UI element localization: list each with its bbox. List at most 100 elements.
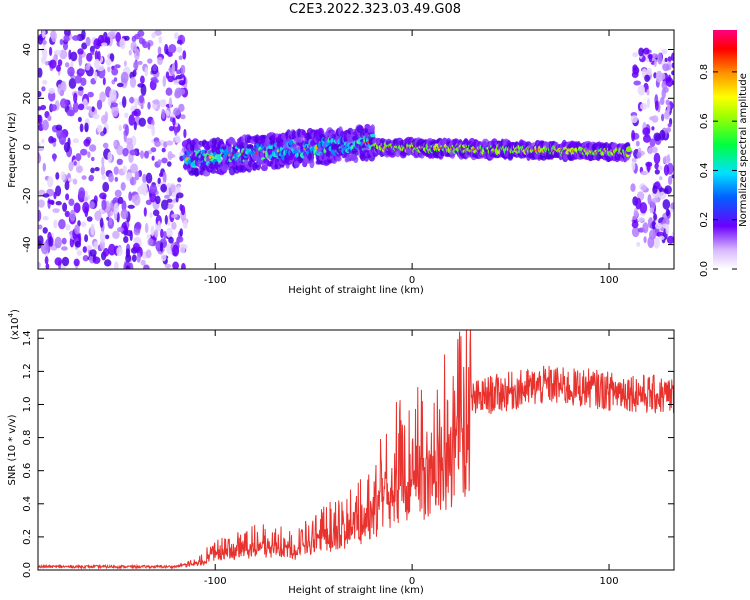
snr-y-axis-label: SNR (10 * v/v) xyxy=(7,414,18,485)
heatmap-cell xyxy=(147,124,154,130)
heatmap-cell xyxy=(94,71,98,82)
heatmap-cell xyxy=(83,138,91,147)
heatmap-cell xyxy=(76,249,82,256)
heatmap-cell xyxy=(55,124,63,131)
heatmap-x-tick-label: 100 xyxy=(599,275,618,286)
heatmap-cell xyxy=(128,114,135,126)
heatmap-cell xyxy=(53,219,58,229)
heatmap-cell xyxy=(125,254,132,263)
heatmap-cell xyxy=(133,121,137,131)
heatmap-cell xyxy=(102,247,110,257)
heatmap-cell xyxy=(654,169,660,175)
heatmap-cell xyxy=(137,83,145,88)
heatmap-cell xyxy=(40,56,47,64)
heatmap-cell xyxy=(664,57,668,63)
heatmap-cell xyxy=(658,165,663,171)
heatmap-cell xyxy=(657,72,662,78)
heatmap-cell xyxy=(42,216,49,221)
heatmap-cell xyxy=(67,66,75,77)
heatmap-cell xyxy=(115,32,121,43)
heatmap-cell xyxy=(57,59,63,67)
heatmap-cell xyxy=(147,58,153,64)
snr-x-tick-label: 100 xyxy=(599,576,618,587)
heatmap-cell xyxy=(117,226,124,233)
heatmap-cell xyxy=(59,38,64,46)
heatmap-cell xyxy=(42,40,47,45)
heatmap-cell xyxy=(164,194,170,199)
heatmap-cell xyxy=(60,98,68,109)
heatmap-cell xyxy=(123,60,127,67)
heatmap-cell xyxy=(671,174,674,179)
heatmap-cell xyxy=(135,221,142,230)
heatmap-cell xyxy=(48,87,55,94)
heatmap-cell xyxy=(633,80,641,86)
heatmap-cell xyxy=(104,111,109,123)
heatmap-cell xyxy=(161,147,166,153)
heatmap-cell xyxy=(178,55,183,60)
heatmap-cell xyxy=(172,244,180,257)
heatmap-cell xyxy=(178,80,186,86)
heatmap-cell xyxy=(141,182,148,191)
snr-y-tick-label: 1.0 xyxy=(22,397,33,413)
heatmap-cell xyxy=(181,262,186,269)
heatmap-cell xyxy=(96,124,103,133)
heatmap-cell xyxy=(82,201,90,214)
heatmap-cell xyxy=(172,117,176,126)
heatmap-cell xyxy=(113,202,119,215)
heatmap-cell xyxy=(631,226,640,238)
heatmap-cell xyxy=(168,97,173,109)
heatmap-cell xyxy=(173,107,181,116)
heatmap-cell xyxy=(101,156,105,166)
heatmap-cell xyxy=(166,140,174,146)
heatmap-cell xyxy=(162,75,167,88)
snr-x-tick-label: -100 xyxy=(204,576,227,587)
heatmap-cell xyxy=(84,122,89,133)
heatmap-cell xyxy=(116,158,124,165)
heatmap-cell xyxy=(113,166,119,175)
heatmap-cell xyxy=(69,209,76,222)
heatmap-cell xyxy=(78,54,83,67)
heatmap-cell xyxy=(647,194,652,205)
heatmap-cell xyxy=(73,258,80,267)
heatmap-cell xyxy=(54,236,62,249)
snr-y-tick-label: 0.4 xyxy=(22,496,33,512)
heatmap-cell xyxy=(642,222,649,234)
colorbar-tick-label: 0.0 xyxy=(699,261,710,277)
heatmap-cell xyxy=(176,69,181,75)
heatmap-cell xyxy=(170,184,176,193)
heatmap-cell xyxy=(164,214,168,225)
heatmap-cell xyxy=(631,161,636,171)
heatmap-cell xyxy=(38,235,44,246)
heatmap-cell xyxy=(175,75,183,80)
heatmap-cell xyxy=(44,256,49,265)
heatmap-cell xyxy=(94,167,100,172)
heatmap-cell xyxy=(100,164,105,177)
heatmap-cell xyxy=(638,47,644,57)
heatmap-cell xyxy=(96,99,103,110)
heatmap-cell xyxy=(659,129,666,141)
heatmap-cell xyxy=(665,99,670,106)
heatmap-cell xyxy=(111,67,119,76)
heatmap-cell xyxy=(151,155,155,161)
heatmap-cell xyxy=(106,216,110,221)
heatmap-cell xyxy=(92,113,100,120)
heatmap-cell xyxy=(164,263,172,269)
heatmap-cell xyxy=(147,42,151,50)
heatmap-cell xyxy=(369,133,376,138)
heatmap-cell xyxy=(133,194,141,206)
heatmap-cell xyxy=(109,53,115,62)
heatmap-cell xyxy=(40,242,49,255)
heatmap-cell xyxy=(129,149,138,156)
heatmap-cell xyxy=(661,88,666,100)
heatmap-cell xyxy=(49,46,53,57)
heatmap-cell xyxy=(83,196,88,202)
heatmap-cell xyxy=(168,125,174,132)
heatmap-cell xyxy=(116,246,123,257)
heatmap-cell xyxy=(632,64,638,72)
heatmap-cell xyxy=(70,51,78,62)
heatmap-cell xyxy=(147,101,151,110)
heatmap-cell xyxy=(80,221,87,228)
heatmap-cell xyxy=(149,212,153,219)
heatmap-cell xyxy=(666,235,674,244)
heatmap-cell xyxy=(38,199,45,208)
